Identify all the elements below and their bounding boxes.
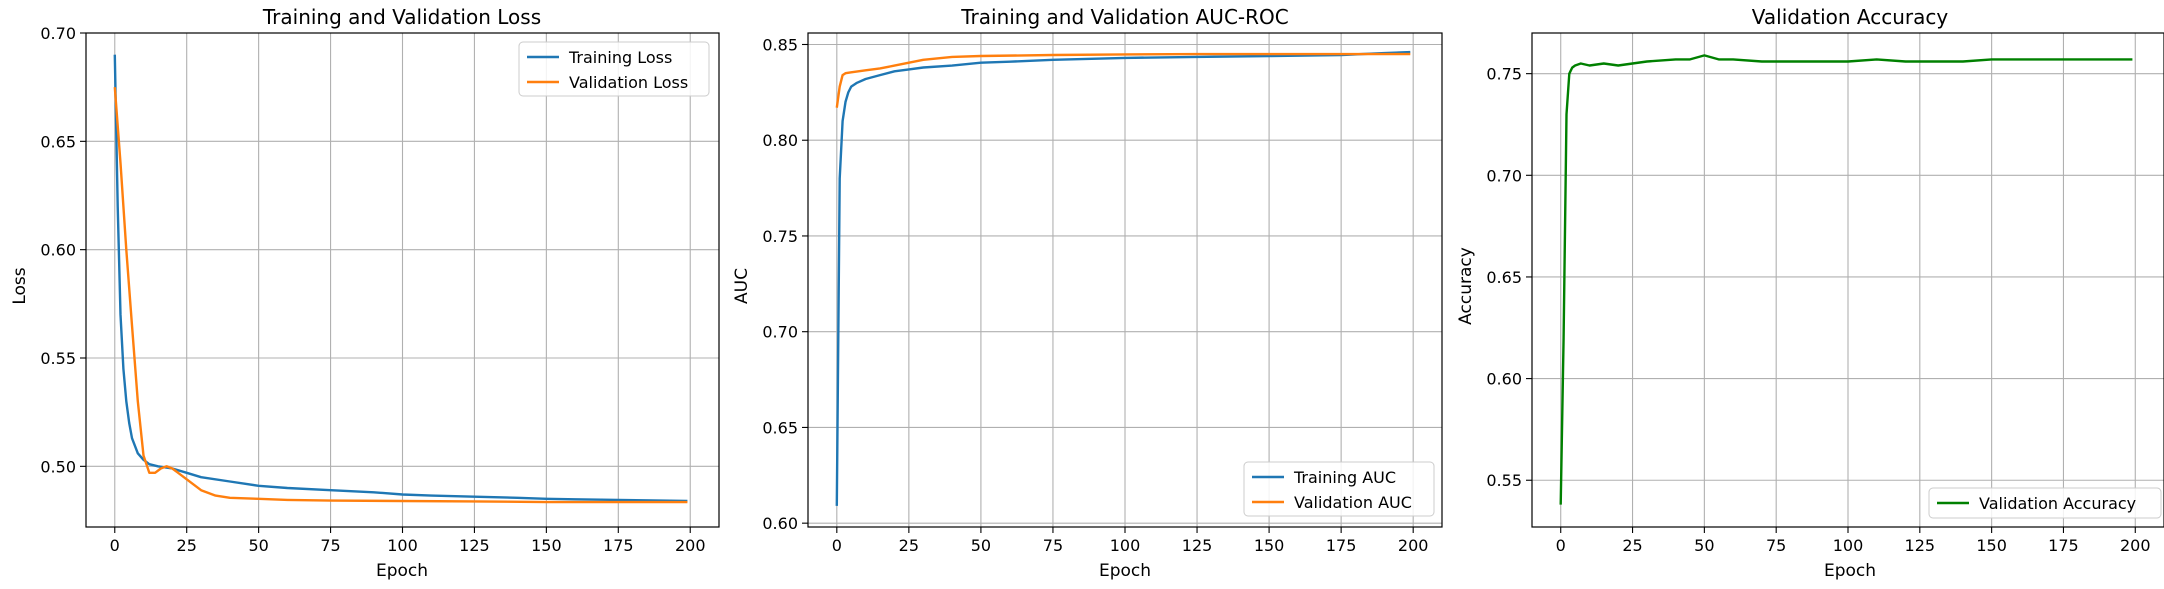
plot-area: 0 25 50 75 100 125 150 175 200 0.60 0.65 0.70 0.75 0.… [762,32,1443,555]
x-axis-label: Epoch [1824,561,1876,581]
x-tick-label: 125 [1182,536,1213,555]
y-tick-label: 0.65 [40,132,76,151]
x-tick-label: 175 [2048,536,2079,555]
x-tick-label: 150 [1254,536,1285,555]
series-line-2 [113,87,688,504]
y-axis-label: Accuracy [1456,247,1476,325]
x-tick-label: 25 [899,536,919,555]
legend: Training AUC Validation AUC [1243,461,1435,517]
legend: Validation Accuracy [1928,487,2162,519]
y-axis-label: Loss [10,267,30,304]
x-tick-label: 75 [1766,536,1786,555]
y-tick-label: 0.60 [40,241,76,260]
legend-label: Validation AUC [1294,493,1412,512]
y-tick-label: 0.75 [1486,65,1522,84]
x-tick-label: 200 [2120,536,2151,555]
series-line-2 [835,52,1411,108]
legend-box [518,41,710,97]
x-tick-label: 25 [177,536,197,555]
x-tick-label: 0 [1556,536,1566,555]
y-tick-label: 0.60 [762,514,798,533]
x-tick-label: 50 [1694,536,1714,555]
y-tick-label: 0.60 [1486,370,1522,389]
legend: Training Loss Validation Loss [518,41,710,97]
series-line-1 [835,50,1411,506]
x-tick-label: 200 [675,536,706,555]
y-axis-label: AUC [732,268,752,304]
x-tick-label: 100 [1110,536,1141,555]
y-tick-label: 0.55 [1486,471,1522,490]
plot-area: 0 25 50 75 100 125 150 175 200 0.55 0.60 0.65 0.70 0.… [1486,32,2164,555]
x-tick-label: 150 [1976,536,2007,555]
legend-box [1243,461,1435,517]
legend-label: Training AUC [1293,468,1396,487]
x-tick-label: 200 [1398,536,1429,555]
x-tick-label: 75 [320,536,340,555]
x-tick-label: 175 [1326,536,1357,555]
y-tick-label: 0.65 [1486,268,1522,287]
chart-title: Training and Validation AUC-ROC [960,5,1288,29]
x-tick-label: 175 [603,536,634,555]
y-tick-label: 0.70 [1486,166,1522,185]
x-tick-label: 150 [531,536,562,555]
chart-title: Validation Accuracy [1752,5,1949,29]
plot-area: 0 25 50 75 100 125 150 175 200 0.50 0.55 0.60 0.65 0.… [40,24,720,555]
x-tick-label: 50 [248,536,268,555]
series-line-1 [1559,54,2133,505]
chart-title: Training and Validation Loss [262,5,541,29]
x-tick-label: 100 [387,536,418,555]
y-tick-label: 0.70 [762,323,798,342]
y-tick-label: 0.75 [762,227,798,246]
accuracy-chart: Validation Accuracy Epoch Accuracy 0 25 50… [1456,5,2164,581]
x-tick-label: 25 [1622,536,1642,555]
x-tick-label: 125 [459,536,490,555]
y-tick-label: 0.65 [762,418,798,437]
auc-chart: Training and Validation AUC-ROC Epoch AU… [732,5,1443,581]
y-tick-label: 0.80 [762,131,798,150]
y-tick-label: 0.55 [40,349,76,368]
legend-label: Validation Loss [569,73,688,92]
x-tick-label: 50 [971,536,991,555]
x-axis-label: Epoch [376,561,428,581]
x-axis-label: Epoch [1099,561,1151,581]
loss-chart: Training and Validation Loss Epoch Loss … [10,5,720,581]
legend-box [1928,487,2162,519]
x-tick-label: 0 [110,536,120,555]
y-tick-label: 0.50 [40,457,76,476]
x-tick-label: 125 [1905,536,1936,555]
series-line-1 [113,54,688,503]
x-tick-label: 75 [1043,536,1063,555]
legend-label: Validation Accuracy [1979,494,2136,513]
y-tick-label: 0.85 [762,35,798,54]
legend-label: Training Loss [568,48,672,67]
x-tick-label: 0 [832,536,842,555]
y-tick-label: 0.70 [40,24,76,43]
x-tick-label: 100 [1833,536,1864,555]
